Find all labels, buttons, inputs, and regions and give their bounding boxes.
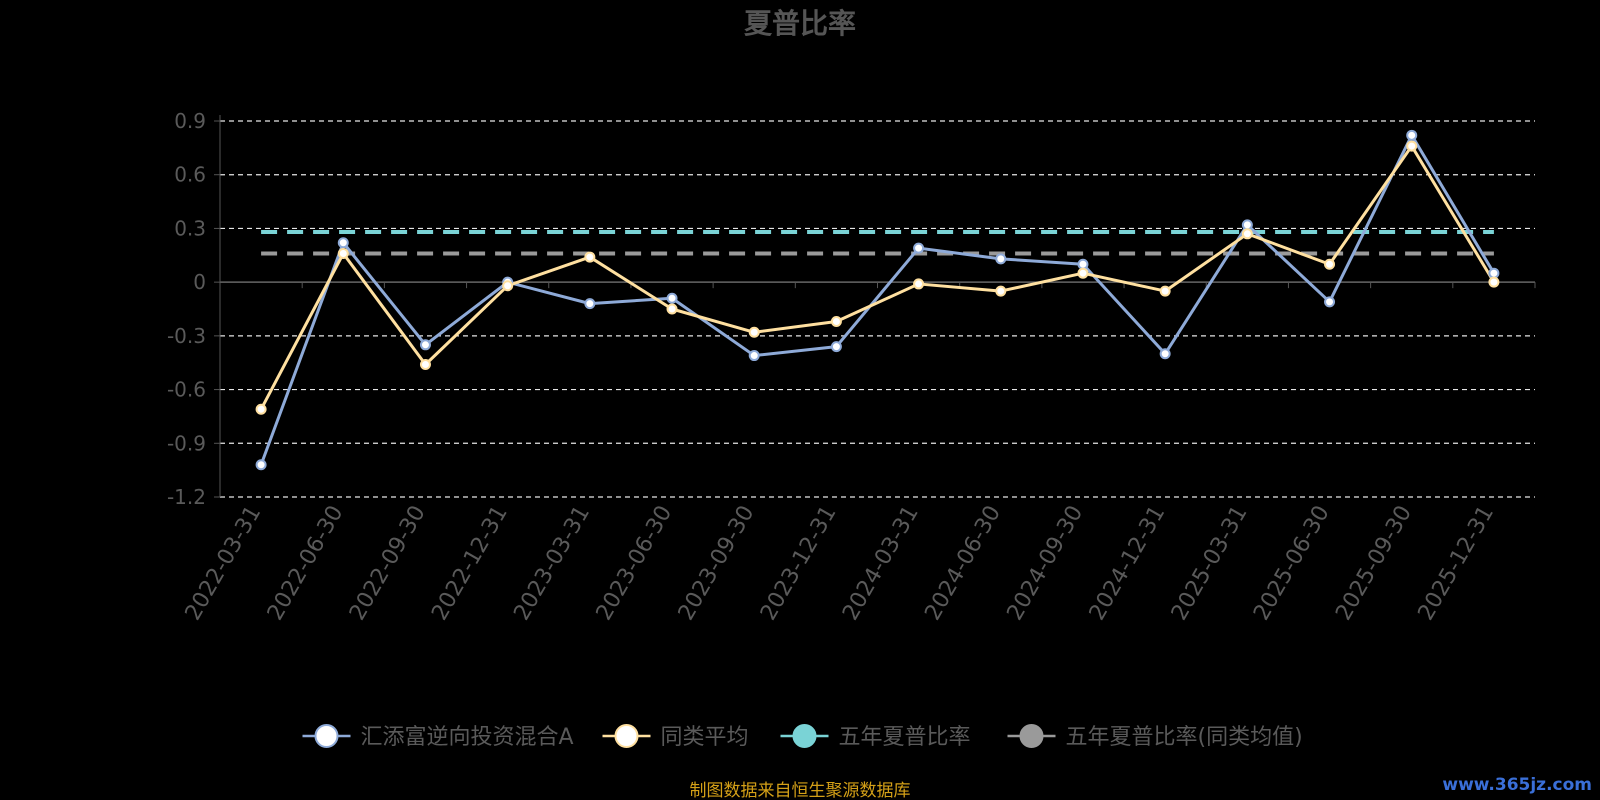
y-tick-label: 0.3: [174, 216, 206, 240]
data-point[interactable]: [748, 350, 760, 362]
data-point[interactable]: [1324, 296, 1336, 308]
data-point[interactable]: [419, 359, 431, 371]
data-point[interactable]: [830, 316, 842, 328]
y-tick-label: -0.6: [167, 378, 206, 402]
legend-label: 汇添富逆向投资混合A: [361, 725, 574, 750]
data-point[interactable]: [1488, 276, 1500, 288]
data-point[interactable]: [584, 298, 596, 310]
chart-title: 夏普比率: [744, 7, 856, 40]
data-point[interactable]: [1241, 219, 1253, 231]
x-tick-label: 2024-03-31: [838, 502, 924, 625]
data-point[interactable]: [666, 303, 678, 315]
legend-label: 五年夏普比率(同类均值): [1066, 725, 1303, 750]
y-tick-label: -0.3: [167, 324, 206, 348]
grid: [220, 120, 1535, 498]
x-tick-label: 2022-03-31: [181, 502, 267, 625]
data-point[interactable]: [913, 242, 925, 254]
x-tick-label: 2025-12-31: [1414, 502, 1500, 625]
data-point[interactable]: [1488, 267, 1500, 279]
data-point[interactable]: [1077, 267, 1089, 279]
data-point[interactable]: [419, 339, 431, 351]
legend-item[interactable]: 五年夏普比率: [780, 724, 971, 750]
legend-marker: [314, 724, 339, 748]
data-point[interactable]: [502, 280, 514, 292]
data-point[interactable]: [1159, 285, 1171, 297]
x-tick-label: 2023-03-31: [509, 502, 595, 625]
legend-label: 同类平均: [661, 725, 749, 750]
data-point[interactable]: [1241, 228, 1253, 240]
x-tick-label: 2022-09-30: [345, 502, 431, 625]
data-source-footer: 制图数据来自恒生聚源数据库: [690, 781, 911, 800]
data-point[interactable]: [666, 292, 678, 304]
x-tick-label: 2023-12-31: [756, 502, 842, 625]
data-point[interactable]: [1406, 129, 1418, 141]
x-tick-label: 2023-06-30: [592, 502, 678, 625]
y-axis: 0.9 0.6 0.3 0 -0.3 -0.6 -0.9 -1.2: [167, 109, 221, 509]
data-point[interactable]: [995, 285, 1007, 297]
legend-marker: [614, 724, 639, 748]
series-line: [259, 133, 1496, 466]
x-tick-label: 2025-09-30: [1331, 502, 1417, 625]
data-point[interactable]: [337, 237, 349, 249]
x-tick-label: 2022-06-30: [263, 502, 349, 625]
legend-marker: [1019, 724, 1044, 748]
watermark: www.365jz.com: [1442, 775, 1592, 795]
reference-lines: [261, 230, 1494, 256]
data-point[interactable]: [584, 251, 596, 263]
legend-label: 五年夏普比率: [839, 725, 971, 750]
x-tick-label: 2024-12-31: [1085, 502, 1171, 625]
legend-item[interactable]: 五年夏普比率(同类均值): [1007, 724, 1303, 750]
data-point[interactable]: [748, 326, 760, 338]
data-point[interactable]: [995, 253, 1007, 265]
legend-item[interactable]: 同类平均: [602, 724, 749, 750]
data-point[interactable]: [913, 278, 925, 290]
x-tick-label: 2025-06-30: [1249, 502, 1335, 625]
legend[interactable]: 汇添富逆向投资混合A 同类平均 五年夏普比率 五年夏普比率(同类均值): [302, 724, 1303, 750]
legend-marker: [792, 724, 817, 748]
x-tick-label: 2023-09-30: [674, 502, 760, 625]
x-tick-label: 2024-09-30: [1003, 502, 1089, 625]
x-tick-label: 2025-03-31: [1167, 502, 1253, 625]
data-point[interactable]: [1077, 258, 1089, 270]
x-tick-label: 2024-06-30: [920, 502, 1006, 625]
data-point[interactable]: [830, 341, 842, 353]
x-tick-label: 2022-12-31: [427, 502, 513, 625]
x-axis: 2022-03-312022-06-302022-09-302022-12-31…: [181, 282, 1536, 625]
data-point[interactable]: [1159, 348, 1171, 360]
series-line: [259, 144, 1496, 410]
y-tick-label: 0.9: [174, 109, 206, 133]
data-point[interactable]: [1324, 258, 1336, 270]
y-tick-label: -1.2: [167, 485, 206, 509]
y-tick-label: 0.6: [174, 163, 206, 187]
data-point[interactable]: [255, 459, 267, 471]
data-point[interactable]: [255, 403, 267, 415]
series-lines: [255, 129, 1500, 471]
data-point[interactable]: [337, 247, 349, 259]
data-point[interactable]: [1406, 140, 1418, 152]
y-tick-label: -0.9: [167, 431, 206, 455]
y-tick-label: 0: [193, 270, 206, 294]
legend-item[interactable]: 汇添富逆向投资混合A: [302, 724, 574, 750]
